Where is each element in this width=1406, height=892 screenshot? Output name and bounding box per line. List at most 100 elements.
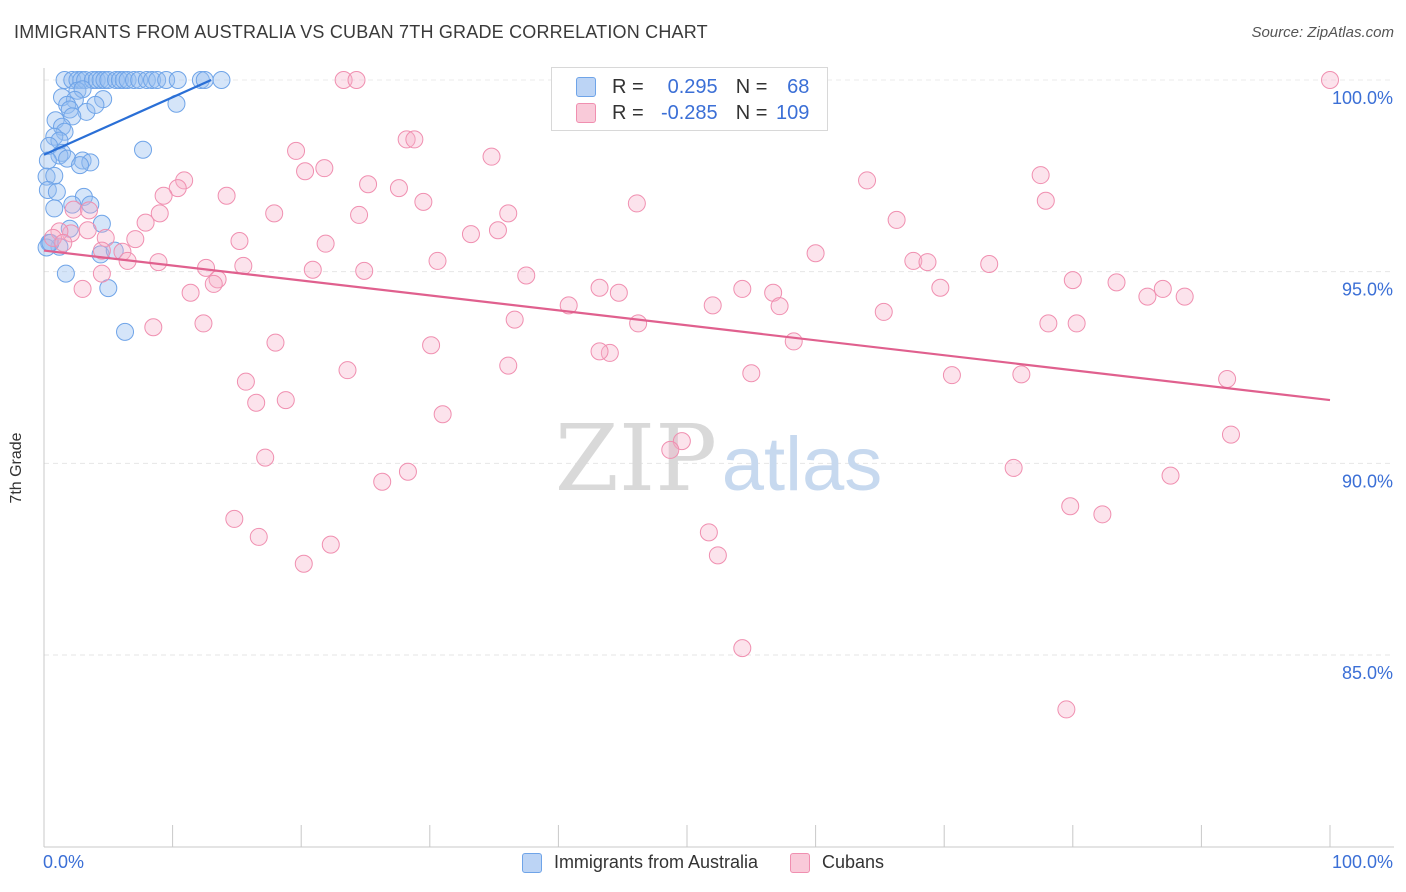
cubans-point bbox=[627, 194, 646, 213]
australia-point bbox=[55, 122, 74, 141]
cubans-point bbox=[1067, 314, 1086, 333]
cubans-point bbox=[50, 222, 69, 241]
cubans-point bbox=[1175, 287, 1194, 306]
cubans-point bbox=[1321, 71, 1339, 89]
cubans-point bbox=[482, 147, 501, 166]
cubans-point bbox=[204, 274, 223, 293]
australia-point bbox=[38, 181, 57, 200]
cubans-point bbox=[1218, 370, 1237, 388]
cubans-point bbox=[590, 342, 609, 361]
cubans-point bbox=[1153, 279, 1172, 298]
cubans-point bbox=[499, 356, 518, 375]
cubans-point bbox=[433, 405, 452, 424]
cubans-point bbox=[321, 535, 340, 554]
cubans-point bbox=[422, 336, 441, 355]
cubans-point bbox=[234, 256, 253, 275]
legend-r-label: R = bbox=[612, 75, 644, 98]
cubans-point bbox=[1061, 497, 1080, 516]
cubans-point bbox=[217, 186, 236, 205]
australia-point bbox=[81, 153, 100, 172]
cubans-point bbox=[559, 296, 578, 315]
cubans-point bbox=[64, 200, 83, 219]
cubans-point bbox=[918, 253, 937, 272]
cubans-point bbox=[1138, 287, 1157, 306]
series-swatch-australia bbox=[521, 852, 542, 873]
cubans-point bbox=[54, 233, 73, 252]
cubans-point bbox=[887, 210, 906, 229]
cubans-point bbox=[144, 318, 163, 337]
cubans-point bbox=[505, 310, 524, 329]
australia-point bbox=[37, 167, 56, 186]
australia-point bbox=[71, 156, 90, 175]
cubans-point bbox=[265, 204, 284, 223]
cubans-point bbox=[225, 509, 244, 528]
cubans-point bbox=[770, 297, 789, 316]
cubans-point bbox=[980, 255, 999, 273]
legend-row-australia: R = 0.295 N = 68 bbox=[576, 75, 809, 99]
cubans-point bbox=[266, 333, 285, 352]
watermark: ZIP atlas bbox=[555, 405, 882, 512]
cubans-point bbox=[230, 232, 249, 250]
watermark-atlas: atlas bbox=[722, 422, 883, 507]
axes bbox=[43, 68, 1394, 848]
series-swatch-cubans bbox=[790, 852, 810, 873]
cubans-point bbox=[175, 171, 194, 190]
australia-point bbox=[38, 151, 57, 170]
cubans-point bbox=[350, 205, 369, 224]
australia-point bbox=[116, 322, 135, 341]
cubans-point bbox=[488, 221, 507, 240]
australia-point bbox=[91, 71, 110, 89]
australia-point bbox=[77, 102, 96, 121]
cubans-point bbox=[1221, 425, 1240, 444]
legend-row-cubans: R = -0.285 N = 109 bbox=[576, 101, 809, 125]
cubans-point bbox=[236, 372, 255, 391]
cubans-point bbox=[347, 71, 366, 89]
cubans-point bbox=[355, 261, 374, 280]
cubans-point bbox=[294, 554, 313, 573]
cubans-point bbox=[154, 186, 173, 205]
australia-point bbox=[68, 71, 87, 89]
legend-n-value: 68 bbox=[787, 75, 810, 98]
cubans-point bbox=[517, 266, 536, 285]
stats-legend: R = 0.295 N = 68 R = -0.285 N = 109 bbox=[551, 67, 828, 131]
x-tick-max: 100.0% bbox=[1331, 852, 1393, 872]
cubans-point bbox=[44, 228, 63, 247]
australia-point bbox=[110, 71, 129, 89]
cubans-point bbox=[168, 179, 187, 198]
australia-point bbox=[58, 95, 77, 114]
cubans-point bbox=[942, 366, 961, 385]
cubans-point bbox=[398, 462, 417, 481]
cubans-point bbox=[1161, 466, 1180, 485]
cubans-point bbox=[733, 279, 752, 298]
cubans-point bbox=[249, 527, 268, 546]
australia-point bbox=[63, 71, 82, 89]
cubans-point bbox=[742, 364, 761, 383]
cubans-point bbox=[92, 241, 111, 260]
cubans-point bbox=[405, 130, 424, 149]
australia-point bbox=[114, 71, 133, 89]
cubans-point bbox=[1093, 505, 1112, 524]
cubans-point bbox=[1107, 273, 1126, 292]
cubans-point bbox=[78, 221, 97, 240]
cubans-point bbox=[256, 448, 275, 467]
cubans-point bbox=[699, 523, 718, 542]
y-tick-labels: 100.0% 95.0% 90.0% 85.0% bbox=[1332, 88, 1393, 683]
australia-point bbox=[53, 117, 72, 136]
cubans-point bbox=[874, 302, 893, 321]
cubans-point bbox=[414, 192, 433, 211]
y-tick-label: 100.0% bbox=[1332, 88, 1393, 108]
australia-point bbox=[56, 264, 75, 283]
cubans-point bbox=[194, 314, 213, 333]
cubans-point bbox=[126, 230, 145, 249]
cubans-point bbox=[80, 201, 99, 220]
grid-lines bbox=[44, 79, 1394, 656]
cubans-point bbox=[1031, 166, 1050, 185]
australia-point bbox=[212, 71, 231, 89]
trend-lines bbox=[43, 78, 1331, 402]
cubans-point bbox=[181, 283, 200, 302]
cubans-point bbox=[276, 391, 295, 410]
cubans-point bbox=[338, 361, 357, 380]
cubans-point bbox=[287, 141, 306, 160]
cubans-point bbox=[858, 171, 877, 190]
